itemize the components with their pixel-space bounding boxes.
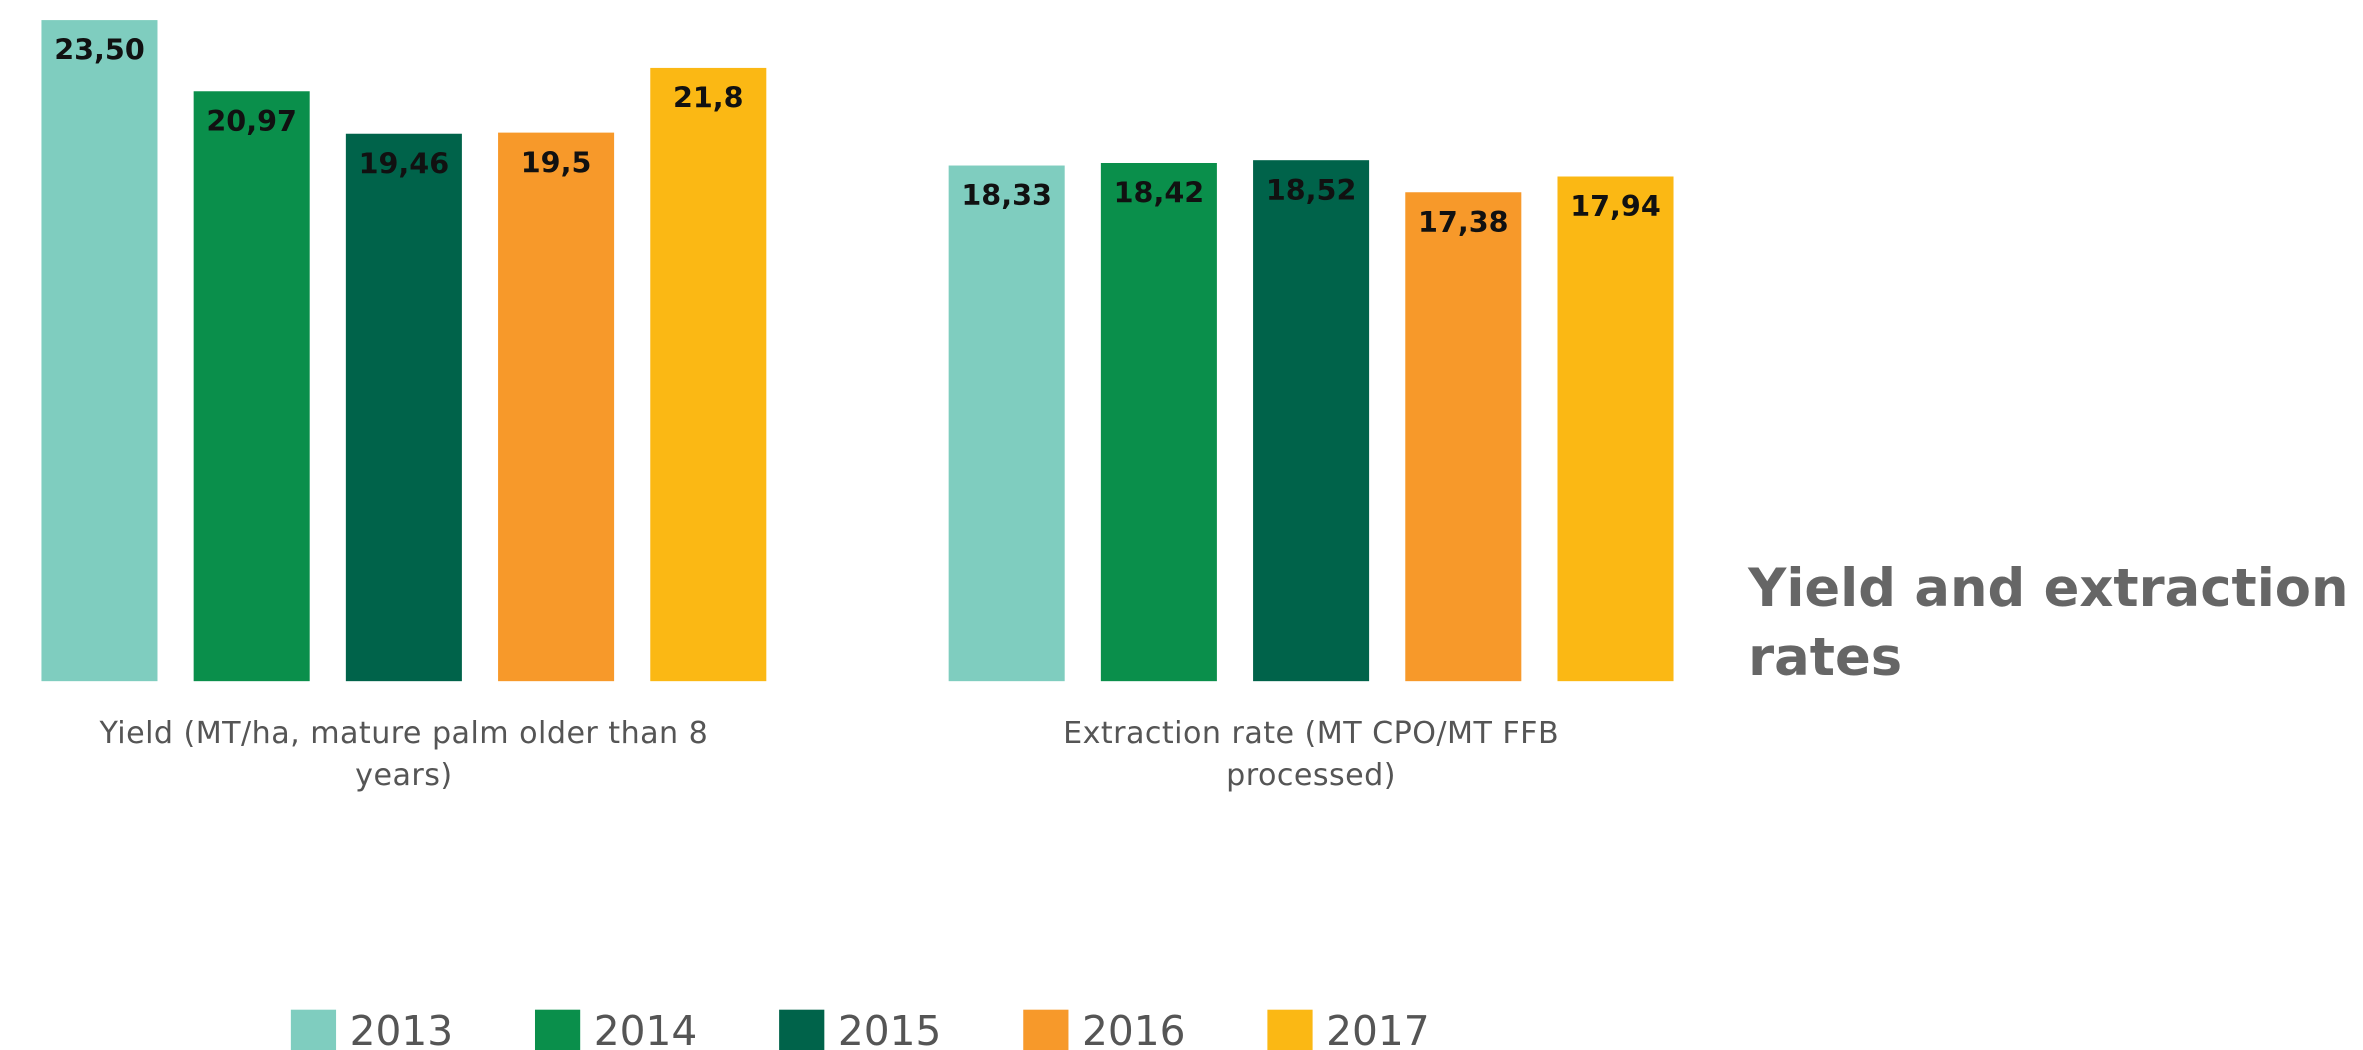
legend-label: 2014 — [594, 1007, 698, 1050]
value-label: 23,50 — [54, 33, 145, 67]
legend-swatch — [1267, 1009, 1313, 1050]
value-label: 19,46 — [359, 146, 450, 180]
legend-swatch — [1023, 1009, 1069, 1050]
bar — [498, 132, 615, 682]
bar — [193, 91, 310, 682]
value-label: 18,42 — [1114, 176, 1205, 210]
bar — [345, 133, 462, 682]
legend-label: 2015 — [838, 1007, 942, 1050]
value-label: 17,94 — [1570, 189, 1661, 223]
legend-swatch — [779, 1009, 825, 1050]
chart-title: Yield and extraction rates — [1748, 559, 2349, 689]
value-label: 21,8 — [673, 81, 744, 115]
bar — [948, 165, 1065, 682]
bar — [1405, 192, 1522, 682]
value-label: 18,33 — [961, 178, 1052, 212]
legend-label: 2017 — [1326, 1007, 1430, 1050]
bar — [1557, 176, 1674, 682]
legend-label: 2016 — [1082, 1007, 1186, 1050]
value-label: 20,97 — [206, 104, 297, 138]
value-label: 18,52 — [1266, 173, 1357, 207]
bar — [1253, 160, 1370, 682]
bar — [41, 20, 158, 682]
legend-swatch — [290, 1009, 337, 1050]
value-label: 19,5 — [521, 145, 592, 179]
category-label: Extraction rate (MT CPO/MT FFB processed… — [1063, 714, 1560, 793]
category-label: Yield (MT/ha, mature palm older than 8 y… — [99, 714, 709, 793]
legend-swatch — [534, 1009, 581, 1050]
legend-label: 2013 — [350, 1007, 454, 1050]
bar — [650, 67, 767, 682]
bar — [1100, 162, 1217, 682]
value-label: 17,38 — [1418, 205, 1509, 239]
